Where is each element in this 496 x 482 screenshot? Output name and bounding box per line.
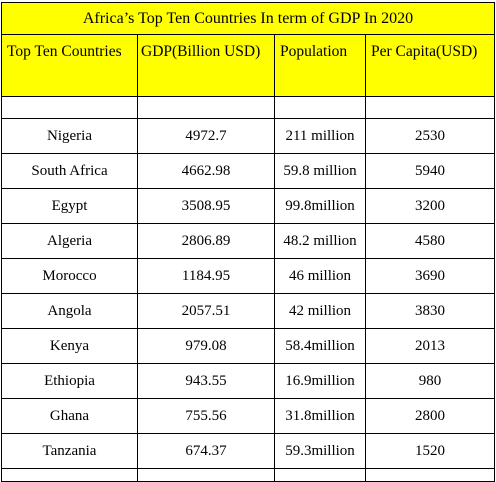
per-capita-cell: 2800 bbox=[365, 398, 495, 434]
per-capita-cell: 3690 bbox=[365, 258, 495, 294]
spacer-cell bbox=[365, 468, 495, 482]
spacer-cell bbox=[137, 96, 275, 119]
population-cell: 31.8million bbox=[274, 398, 366, 434]
population-cell: 42 million bbox=[274, 293, 366, 329]
table-row: Nigeria 4972.7 211 million 2530 bbox=[1, 118, 495, 154]
gdp-cell: 4972.7 bbox=[137, 118, 275, 154]
gdp-cell: 2806.89 bbox=[137, 223, 275, 259]
spacer-cell bbox=[137, 468, 275, 482]
population-cell: 58.4million bbox=[274, 328, 366, 364]
column-header-gdp: GDP(Billion USD) bbox=[137, 34, 275, 97]
country-cell: Angola bbox=[1, 293, 138, 329]
spacer-cell bbox=[274, 468, 366, 482]
country-cell: Ghana bbox=[1, 398, 138, 434]
table-row: Angola 2057.51 42 million 3830 bbox=[1, 293, 495, 329]
spacer-cell bbox=[274, 96, 366, 119]
per-capita-cell: 1520 bbox=[365, 433, 495, 469]
per-capita-cell: 3830 bbox=[365, 293, 495, 329]
table-row: Ghana 755.56 31.8million 2800 bbox=[1, 398, 495, 434]
bottom-spacer-row bbox=[1, 468, 495, 482]
population-cell: 48.2 million bbox=[274, 223, 366, 259]
gdp-cell: 2057.51 bbox=[137, 293, 275, 329]
country-cell: South Africa bbox=[1, 153, 138, 189]
column-header-country: Top Ten Countries bbox=[1, 34, 138, 97]
data-rows: Nigeria 4972.7 211 million 2530 South Africa… bbox=[1, 118, 495, 469]
table-row: Morocco 1184.95 46 million 3690 bbox=[1, 258, 495, 294]
country-cell: Algeria bbox=[1, 223, 138, 259]
title-row: Africa’s Top Ten Countries In term of GD… bbox=[1, 2, 495, 35]
table-row: South Africa 4662.98 59.8 million 5940 bbox=[1, 153, 495, 189]
gdp-cell: 3508.95 bbox=[137, 188, 275, 224]
per-capita-cell: 4580 bbox=[365, 223, 495, 259]
gdp-cell: 755.56 bbox=[137, 398, 275, 434]
gdp-cell: 979.08 bbox=[137, 328, 275, 364]
country-cell: Nigeria bbox=[1, 118, 138, 154]
population-cell: 59.3million bbox=[274, 433, 366, 469]
table-title: Africa’s Top Ten Countries In term of GD… bbox=[1, 2, 495, 35]
per-capita-cell: 3200 bbox=[365, 188, 495, 224]
spacer-cell bbox=[1, 468, 138, 482]
table-row: Egypt 3508.95 99.8million 3200 bbox=[1, 188, 495, 224]
gdp-cell: 674.37 bbox=[137, 433, 275, 469]
table-row: Algeria 2806.89 48.2 million 4580 bbox=[1, 223, 495, 259]
population-cell: 16.9million bbox=[274, 363, 366, 399]
country-cell: Egypt bbox=[1, 188, 138, 224]
population-cell: 59.8 million bbox=[274, 153, 366, 189]
table-body: Africa’s Top Ten Countries In term of GD… bbox=[1, 2, 495, 119]
column-header-population: Population bbox=[274, 34, 366, 97]
country-cell: Ethiopia bbox=[1, 363, 138, 399]
table-row: Ethiopia 943.55 16.9million 980 bbox=[1, 363, 495, 399]
header-row: Top Ten Countries GDP(Billion USD) Popul… bbox=[1, 34, 495, 97]
per-capita-cell: 2530 bbox=[365, 118, 495, 154]
per-capita-cell: 5940 bbox=[365, 153, 495, 189]
population-cell: 211 million bbox=[274, 118, 366, 154]
per-capita-cell: 2013 bbox=[365, 328, 495, 364]
spacer-cell bbox=[365, 96, 495, 119]
gdp-cell: 943.55 bbox=[137, 363, 275, 399]
table-row: Tanzania 674.37 59.3million 1520 bbox=[1, 433, 495, 469]
country-cell: Morocco bbox=[1, 258, 138, 294]
table-row: Kenya 979.08 58.4million 2013 bbox=[1, 328, 495, 364]
country-cell: Kenya bbox=[1, 328, 138, 364]
population-cell: 99.8million bbox=[274, 188, 366, 224]
spacer-row bbox=[1, 96, 495, 119]
column-header-per-capita: Per Capita(USD) bbox=[365, 34, 495, 97]
per-capita-cell: 980 bbox=[365, 363, 495, 399]
table-footer bbox=[1, 468, 495, 482]
population-cell: 46 million bbox=[274, 258, 366, 294]
gdp-cell: 4662.98 bbox=[137, 153, 275, 189]
spacer-cell bbox=[1, 96, 138, 119]
gdp-cell: 1184.95 bbox=[137, 258, 275, 294]
country-cell: Tanzania bbox=[1, 433, 138, 469]
